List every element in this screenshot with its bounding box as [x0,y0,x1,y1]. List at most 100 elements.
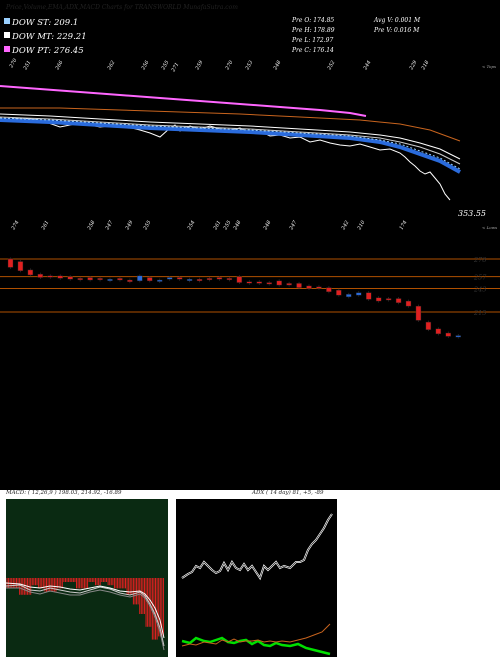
adx-label: ADX ( 14 day) 81, +5, -89 [251,489,324,496]
minus-di-line [181,623,331,647]
legend-dow-mt: DOW MT: 229.21 [11,32,87,42]
candle [246,281,253,284]
candle [186,278,193,281]
tops-tick-label: 259 [194,59,205,72]
lows-tick-label: 247 [288,219,299,232]
candle [157,279,163,282]
lows-tick-label: 255 [142,220,152,232]
macd-third-line [6,587,165,651]
candle [395,298,402,303]
ema-lines [0,85,461,201]
tops-tick-label: 270 [8,57,19,70]
candle [276,280,282,286]
candle [27,269,34,276]
candle [226,278,233,281]
info-low: Pre L: 172.97 [291,37,333,44]
lows-tick-label: 248 [262,220,272,232]
candle [47,275,53,278]
candle [147,277,153,282]
level-label: 243 [473,285,486,293]
lows-tick-label: 249 [124,219,135,232]
ema-mid2-line [0,116,461,165]
tops-labels: 270 251 266 262 256 255 271 259 270 253 248 252 244 2… [8,57,430,74]
candle [256,281,262,284]
ema-mid-line [0,113,461,160]
candle [107,278,113,281]
tops-edge-label: < Tops [482,64,496,69]
lows-tick-label: 210 [356,219,367,232]
candle [356,292,362,296]
candle [7,258,14,268]
candle [286,283,292,286]
info-avg-volume: Avg V: 0.001 M [373,17,421,24]
candle [127,279,133,282]
tops-tick-label: 229 [408,59,419,72]
candle [306,285,312,289]
level-label: 215 [473,309,486,317]
candle [17,261,24,271]
tops-tick-label: 262 [106,60,116,72]
candle [87,277,93,281]
tops-tick-label: 252 [326,60,336,72]
candle [206,278,213,281]
candle [97,278,103,281]
lows-tick-label: 174 [399,220,409,231]
candle [216,277,223,280]
candle [405,300,412,307]
adx-panel [176,499,337,657]
candle [445,332,451,337]
adx-inner-line [181,513,333,579]
plus-di-line [181,636,331,656]
lows-tick-label: 248 [232,220,242,232]
lows-tick-label: 254 [186,220,196,232]
lows-tick-label: 255 [222,220,232,232]
price-info: Pre O: 174.85 Pre H: 178.89 Pre L: 172.9… [291,17,421,54]
candle [336,289,342,296]
candle [67,276,73,280]
candle [296,283,302,288]
candle [375,297,382,302]
candle [166,277,173,280]
legend-dow-st: DOW ST: 209.1 [11,18,78,28]
tops-tick-label: 251 [22,60,32,72]
lows-tick-label: 261 [40,220,50,232]
legend-dow-pt: DOW PT: 276.45 [11,46,84,56]
price-panel [0,0,500,490]
tops-tick-label: 256 [140,59,151,72]
candle [346,294,352,298]
candle [326,287,332,293]
chart-title: Price,Volume,EMA,ADX,MACD Charts for TRA… [5,4,238,11]
tops-tick-label: 271 [170,62,180,74]
lows-tick-label: 261 [212,220,222,232]
tops-tick-label: 255 [160,60,170,72]
lows-tick-label: 247 [104,219,115,232]
candle [176,277,183,280]
candle [137,275,143,282]
info-open: Pre O: 174.85 [291,17,334,24]
ema-short-line [0,118,461,174]
macd-label: MACD: ( 12,26,9 ) 198.03, 214.92, -16.89 [5,489,122,496]
candle [37,273,44,278]
candle [57,275,63,279]
level-label: 278 [473,256,486,264]
candle [266,282,272,285]
tops-tick-label: 218 [420,60,430,72]
macd-line [5,584,165,647]
candle [236,276,243,283]
candle [385,298,392,301]
lows-edge-label: < Lows [482,225,497,230]
candle [117,278,123,281]
ema-long-orange-line [0,107,461,142]
tops-tick-label: 270 [224,59,235,72]
tops-tick-label: 253 [244,60,254,72]
candlesticks [7,257,461,339]
info-close: Pre C: 176.14 [291,47,334,54]
ema-legend: DOW ST: 209.1 DOW MT: 229.21 DOW PT: 276… [4,18,87,56]
candle [425,321,432,330]
lows-tick-label: 274 [10,220,20,232]
macd-signal-line [5,582,165,639]
candle [316,286,322,289]
candle [366,292,372,300]
tops-tick-label: 244 [362,60,372,72]
